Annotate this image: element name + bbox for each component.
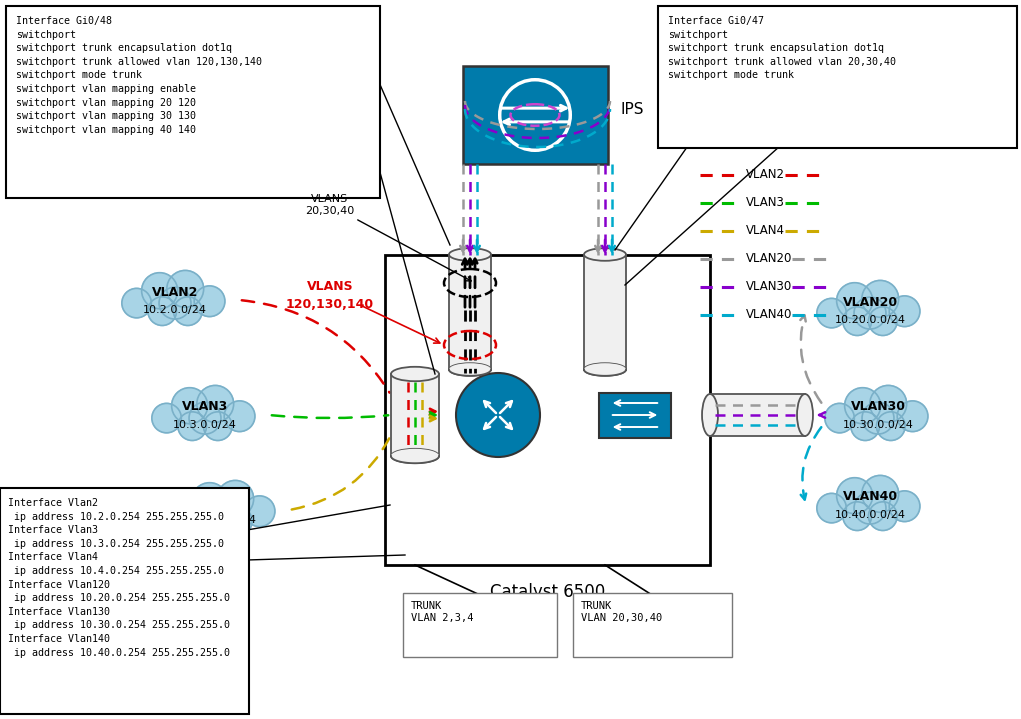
- Circle shape: [172, 388, 207, 423]
- Text: TRUNK
VLAN 2,3,4: TRUNK VLAN 2,3,4: [411, 601, 474, 623]
- Circle shape: [148, 297, 177, 326]
- Text: VLAN20: VLAN20: [746, 252, 792, 265]
- Circle shape: [244, 496, 275, 526]
- Text: VLANS
20,30,40: VLANS 20,30,40: [305, 194, 471, 281]
- Circle shape: [870, 385, 907, 422]
- Text: Interface Gi0/47
switchport
switchport trunk encapsulation dot1q
switchport trun: Interface Gi0/47 switchport switchport t…: [668, 16, 896, 81]
- Text: TRUNK
VLAN 20,30,40: TRUNK VLAN 20,30,40: [581, 601, 663, 623]
- Ellipse shape: [584, 363, 626, 376]
- FancyBboxPatch shape: [658, 6, 1017, 148]
- Circle shape: [825, 403, 855, 433]
- Ellipse shape: [391, 367, 439, 381]
- Circle shape: [862, 475, 898, 512]
- Text: VLAN30: VLAN30: [746, 280, 792, 293]
- Text: 10.4.0.0/24: 10.4.0.0/24: [193, 515, 257, 525]
- Circle shape: [456, 373, 540, 457]
- Circle shape: [172, 498, 201, 528]
- Text: VLAN30: VLAN30: [850, 400, 906, 413]
- Circle shape: [198, 507, 227, 536]
- Text: VLAN3: VLAN3: [746, 196, 785, 209]
- Circle shape: [843, 307, 872, 336]
- Circle shape: [159, 287, 191, 319]
- Circle shape: [844, 388, 881, 423]
- Circle shape: [862, 280, 898, 317]
- Text: Interface Gi0/48
switchport
switchport trunk encapsulation dot1q
switchport trun: Interface Gi0/48 switchport switchport t…: [16, 16, 262, 134]
- Text: VLAN40: VLAN40: [746, 308, 792, 321]
- Ellipse shape: [702, 394, 718, 436]
- Bar: [385, 255, 710, 565]
- Ellipse shape: [391, 449, 439, 463]
- Text: VLAN20: VLAN20: [842, 296, 897, 308]
- Circle shape: [178, 412, 206, 441]
- Text: VLAN40: VLAN40: [842, 490, 897, 503]
- Ellipse shape: [797, 394, 813, 436]
- Ellipse shape: [584, 248, 626, 261]
- Circle shape: [225, 401, 255, 431]
- Circle shape: [850, 412, 879, 441]
- FancyBboxPatch shape: [6, 6, 380, 198]
- Circle shape: [854, 492, 886, 524]
- Ellipse shape: [449, 363, 491, 376]
- Circle shape: [869, 307, 897, 336]
- Bar: [449, 255, 491, 370]
- Circle shape: [142, 273, 178, 308]
- Circle shape: [862, 402, 894, 434]
- Text: IPS: IPS: [620, 103, 643, 117]
- Circle shape: [197, 385, 234, 422]
- Circle shape: [889, 491, 920, 521]
- Circle shape: [121, 288, 151, 318]
- Ellipse shape: [584, 363, 626, 376]
- Text: VLAN3: VLAN3: [182, 400, 228, 413]
- Text: VLAN2: VLAN2: [152, 285, 198, 298]
- Circle shape: [876, 412, 906, 441]
- Text: 10.30.0.0/24: 10.30.0.0/24: [842, 420, 914, 430]
- FancyBboxPatch shape: [573, 593, 732, 657]
- Text: 10.2.0.0/24: 10.2.0.0/24: [143, 305, 207, 315]
- Text: 10.40.0.0/24: 10.40.0.0/24: [834, 510, 906, 520]
- Circle shape: [889, 296, 920, 326]
- Circle shape: [166, 270, 203, 307]
- Text: VLAN2: VLAN2: [746, 168, 785, 181]
- Circle shape: [869, 502, 897, 531]
- Circle shape: [817, 298, 846, 328]
- Text: VLAN4: VLAN4: [746, 224, 785, 237]
- Circle shape: [203, 412, 232, 441]
- Bar: [391, 374, 439, 456]
- Circle shape: [854, 297, 886, 329]
- Circle shape: [152, 403, 182, 433]
- Circle shape: [194, 286, 225, 316]
- Circle shape: [836, 283, 873, 319]
- Bar: [710, 394, 805, 436]
- Circle shape: [836, 477, 873, 513]
- Bar: [584, 255, 626, 370]
- Circle shape: [174, 297, 202, 326]
- Circle shape: [224, 507, 252, 536]
- FancyBboxPatch shape: [0, 488, 249, 714]
- FancyBboxPatch shape: [403, 593, 557, 657]
- Text: 120,130,140: 120,130,140: [286, 298, 374, 311]
- Circle shape: [843, 502, 872, 531]
- Circle shape: [189, 402, 221, 434]
- Ellipse shape: [391, 449, 439, 463]
- Circle shape: [216, 480, 253, 517]
- Text: VLANS: VLANS: [306, 280, 353, 293]
- FancyBboxPatch shape: [599, 393, 671, 437]
- Text: VLAN4: VLAN4: [202, 495, 248, 508]
- FancyBboxPatch shape: [463, 66, 607, 164]
- Ellipse shape: [449, 363, 491, 376]
- Circle shape: [897, 401, 928, 431]
- Circle shape: [192, 482, 228, 518]
- Ellipse shape: [449, 248, 491, 261]
- Circle shape: [209, 497, 241, 529]
- Text: 10.3.0.0/24: 10.3.0.0/24: [174, 420, 237, 430]
- Text: 10.20.0.0/24: 10.20.0.0/24: [834, 315, 906, 325]
- Text: Interface Vlan2
 ip address 10.2.0.254 255.255.255.0
Interface Vlan3
 ip address: Interface Vlan2 ip address 10.2.0.254 25…: [8, 498, 230, 658]
- Circle shape: [817, 493, 846, 523]
- Text: Catalyst 6500: Catalyst 6500: [490, 583, 605, 601]
